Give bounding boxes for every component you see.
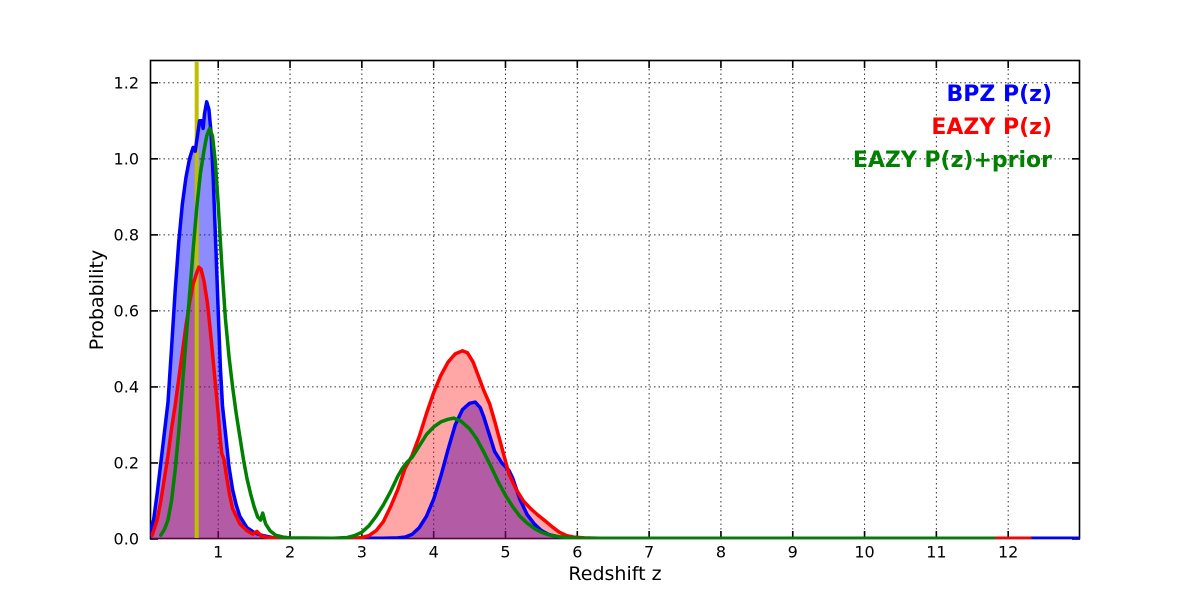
svg-text:12: 12	[998, 543, 1018, 562]
curve-eazy-prior	[159, 126, 996, 539]
x-tick-labels: 1 2 3 4 5 6 7 8 9 10 11 12	[213, 543, 1018, 562]
svg-text:0.8: 0.8	[114, 225, 139, 244]
svg-text:9: 9	[788, 543, 798, 562]
svg-text:3: 3	[357, 543, 367, 562]
svg-text:5: 5	[500, 543, 510, 562]
legend-item-eazy: EAZY P(z)	[931, 115, 1052, 140]
y-tick-labels: 0.0 0.2 0.4 0.6 0.8 1.0 1.2	[114, 73, 139, 548]
legend-item-bpz: BPZ P(z)	[946, 82, 1052, 107]
svg-text:8: 8	[716, 543, 726, 562]
svg-text:1.2: 1.2	[114, 73, 139, 92]
legend-item-eazy-prior: EAZY P(z)+prior	[852, 148, 1052, 173]
svg-text:0.6: 0.6	[114, 301, 139, 320]
fill-eazy	[152, 267, 1030, 539]
legend: BPZ P(z) EAZY P(z) EAZY P(z)+prior	[853, 78, 1052, 177]
gridlines	[150, 60, 1080, 539]
svg-text:1.0: 1.0	[114, 149, 139, 168]
curve-eazy	[150, 265, 1032, 539]
svg-text:6: 6	[572, 543, 582, 562]
svg-text:7: 7	[644, 543, 654, 562]
y-axis-label: Probability	[86, 249, 108, 351]
curves	[150, 100, 1080, 539]
svg-text:10: 10	[854, 543, 874, 562]
svg-text:1: 1	[213, 543, 223, 562]
svg-text:0.4: 0.4	[114, 377, 139, 396]
x-axis-label: Redshift z	[568, 563, 662, 585]
svg-text:2: 2	[285, 543, 295, 562]
svg-text:4: 4	[429, 543, 439, 562]
svg-text:0.0: 0.0	[114, 530, 139, 549]
svg-text:11: 11	[926, 543, 946, 562]
svg-text:0.2: 0.2	[114, 453, 139, 472]
